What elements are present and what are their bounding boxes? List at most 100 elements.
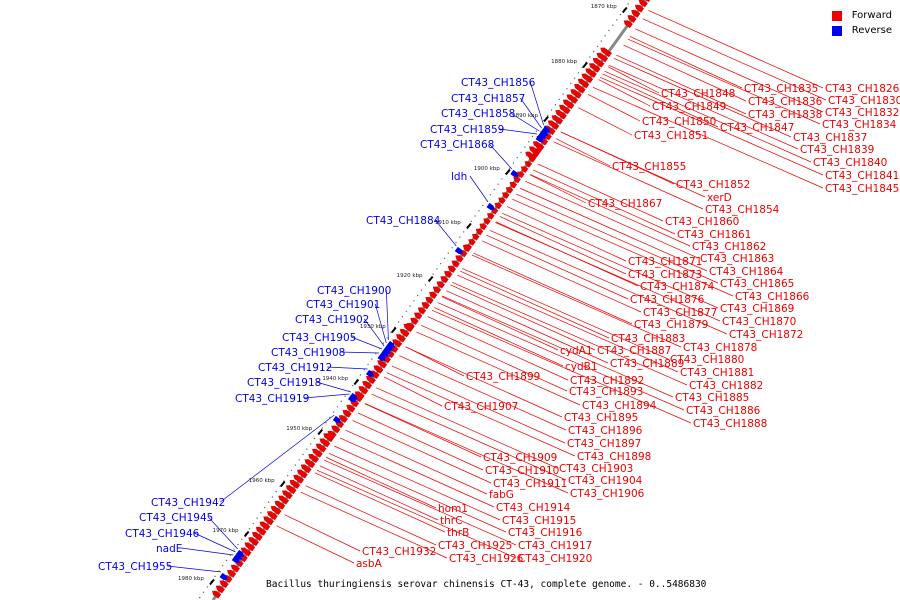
forward-arrow-shape bbox=[304, 459, 316, 469]
forward-leader bbox=[519, 187, 708, 272]
reverse-gene-label: CT43_CH1942 bbox=[151, 497, 225, 509]
forward-arrow-shape bbox=[338, 415, 348, 423]
forward-gene-label: CT43_CH1899 bbox=[466, 371, 540, 383]
forward-leader bbox=[616, 54, 747, 115]
forward-gene-label: CT43_CH1851 bbox=[634, 130, 708, 142]
forward-gene-arrow bbox=[425, 296, 434, 305]
reverse-leader bbox=[529, 81, 544, 126]
forward-leader bbox=[642, 18, 827, 101]
legend-item-reverse[interactable]: Reverse bbox=[831, 23, 892, 38]
forward-gene-arrow bbox=[410, 317, 419, 325]
forward-gene-arrow bbox=[436, 281, 445, 289]
forward-arrow-shape bbox=[308, 454, 320, 463]
tick-dot bbox=[405, 310, 407, 313]
reverse-gene-label: CT43_CH1858 bbox=[441, 108, 515, 120]
forward-leader bbox=[446, 290, 609, 364]
forward-leader bbox=[416, 331, 581, 406]
forward-arrow-shape bbox=[520, 166, 529, 173]
forward-gene-arrow bbox=[342, 409, 352, 418]
forward-arrow-shape bbox=[436, 281, 445, 289]
reverse-arrow-shape bbox=[366, 369, 375, 378]
reverse-gene-arrow bbox=[219, 572, 228, 581]
forward-arrow-shape bbox=[429, 291, 438, 299]
forward-gene-arrow bbox=[244, 542, 256, 552]
forward-gene-label: CT43_CH1903 bbox=[559, 463, 633, 475]
forward-arrow-shape bbox=[414, 312, 423, 320]
forward-arrow-shape bbox=[362, 381, 373, 390]
forward-arrow-shape bbox=[417, 307, 427, 315]
forward-arrow-shape bbox=[631, 9, 641, 18]
forward-gene-label: CT43_CH1881 bbox=[680, 367, 754, 379]
forward-gene-label: thrB bbox=[447, 527, 469, 539]
forward-arrow-shape bbox=[248, 537, 260, 547]
forward-leader bbox=[495, 222, 721, 322]
forward-gene-label: CT43_CH1896 bbox=[568, 425, 643, 437]
tick-mark bbox=[543, 115, 549, 123]
forward-gene-arrow bbox=[472, 233, 480, 241]
forward-gene-arrow bbox=[494, 202, 503, 210]
forward-gene-label: CT43_CH1932 bbox=[362, 546, 436, 558]
tick-dot bbox=[374, 353, 377, 355]
reverse-leader bbox=[208, 516, 238, 550]
forward-gene-arrow bbox=[574, 84, 586, 94]
forward-arrow-shape bbox=[551, 115, 564, 125]
forward-gene-arrow bbox=[312, 448, 323, 458]
tick-dot bbox=[439, 263, 442, 265]
forward-arrow-shape bbox=[421, 302, 430, 310]
forward-gene-arrow bbox=[319, 438, 331, 448]
forward-gene-arrow bbox=[502, 192, 510, 199]
forward-gene-label: asbA bbox=[356, 558, 383, 570]
forward-gene-arrow bbox=[623, 20, 633, 29]
reverse-leader bbox=[304, 393, 350, 399]
forward-gene-label: CT43_CH1885 bbox=[675, 392, 749, 404]
forward-arrow-shape bbox=[219, 580, 229, 589]
forward-gene-arrow bbox=[417, 307, 427, 315]
tick-label: 1900 kbp bbox=[474, 166, 500, 172]
forward-arrow-shape bbox=[559, 104, 571, 115]
tick-dot bbox=[459, 236, 461, 238]
forward-arrow-shape bbox=[505, 187, 514, 194]
reverse-gene-label: CT43_CH1908 bbox=[271, 347, 345, 359]
legend-item-forward[interactable]: Forward bbox=[831, 8, 892, 23]
forward-arrow-shape bbox=[462, 244, 472, 253]
forward-leader bbox=[555, 138, 611, 167]
tick-dot bbox=[566, 88, 568, 90]
tick-dot bbox=[348, 390, 350, 392]
tick-mark bbox=[317, 428, 324, 436]
forward-arrow-shape bbox=[289, 480, 301, 489]
forward-arrow-shape bbox=[642, 0, 652, 3]
tick-dot bbox=[248, 528, 251, 530]
forward-gene-label: CT43_CH1860 bbox=[665, 216, 739, 228]
forward-leader bbox=[405, 346, 563, 418]
forward-gene-arrow bbox=[227, 569, 237, 578]
forward-arrow-shape bbox=[487, 213, 495, 220]
forward-leader bbox=[592, 86, 824, 189]
forward-gene-label: CT43_CH1898 bbox=[577, 451, 651, 463]
forward-arrow-shape bbox=[312, 448, 323, 458]
forward-gene-arrow bbox=[212, 590, 222, 599]
forward-arrow-shape bbox=[373, 365, 384, 374]
forward-leader bbox=[452, 282, 688, 386]
reverse-gene-label: CT43_CH1919 bbox=[235, 393, 309, 405]
tick-dot bbox=[294, 464, 297, 466]
forward-arrow-shape bbox=[346, 404, 356, 413]
forward-arrow-shape bbox=[562, 99, 575, 110]
reverse-gene-label: CT43_CH1945 bbox=[139, 512, 213, 524]
tick-dot bbox=[252, 522, 254, 525]
forward-gene-arrow bbox=[535, 145, 544, 153]
forward-gene-label: CT43_CH1879 bbox=[634, 319, 708, 331]
tick-dot bbox=[206, 586, 209, 588]
forward-gene-label: CT43_CH1840 bbox=[813, 157, 887, 169]
tick-label: 1910 kbp bbox=[435, 220, 461, 226]
forward-leader bbox=[399, 355, 567, 431]
reverse-swatch bbox=[831, 25, 842, 36]
tick-mark bbox=[391, 326, 397, 334]
forward-leader bbox=[473, 252, 633, 325]
forward-gene-label: CT43_CH1904 bbox=[568, 475, 643, 487]
forward-arrow-shape bbox=[323, 433, 335, 443]
forward-arrow-shape bbox=[472, 233, 480, 241]
forward-arrow-shape bbox=[566, 94, 579, 104]
reverse-gene-label: nadE bbox=[156, 543, 182, 555]
tick-dot bbox=[199, 596, 201, 599]
tick-dot bbox=[508, 167, 511, 169]
